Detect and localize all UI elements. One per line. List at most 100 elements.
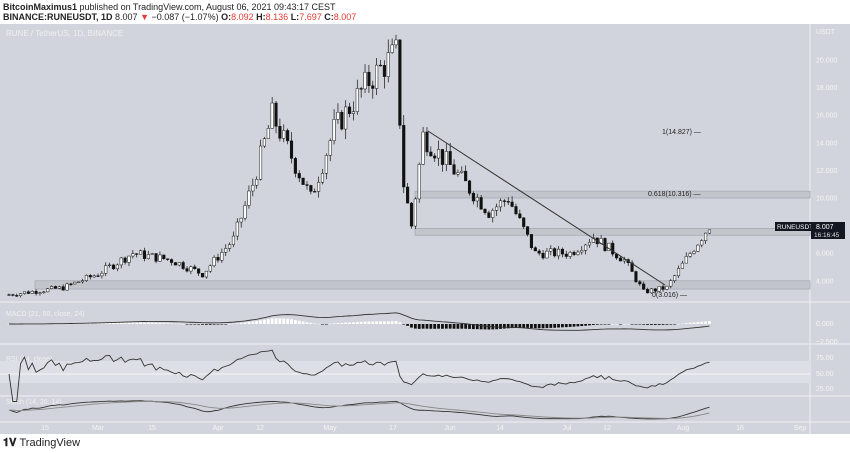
macd-histogram-bar <box>588 324 591 326</box>
candle <box>467 180 472 194</box>
macd-histogram-bar <box>603 324 607 325</box>
macd-histogram-bar <box>363 321 367 324</box>
candle <box>111 264 116 270</box>
candle <box>274 102 278 127</box>
macd-histogram-bar <box>170 323 173 324</box>
macd-histogram-bar <box>321 324 324 325</box>
macd-histogram-bar <box>146 322 150 324</box>
candle <box>197 268 201 274</box>
candle <box>243 205 247 219</box>
macd-histogram-bar <box>332 323 336 324</box>
macd-histogram-bar <box>502 324 506 329</box>
macd-histogram-bar <box>340 322 344 324</box>
candle <box>634 271 638 282</box>
support-resistance-zone <box>34 280 811 290</box>
macd-histogram-bar <box>371 321 375 324</box>
candle <box>359 88 363 90</box>
macd-histogram-bar <box>661 324 665 325</box>
candle <box>653 288 657 292</box>
candle <box>22 291 27 294</box>
macd-histogram-bar <box>437 324 440 329</box>
macd-histogram-bar <box>286 318 290 324</box>
candle <box>239 217 243 223</box>
candle <box>680 262 684 269</box>
candle <box>452 164 456 175</box>
macd-histogram-bar <box>123 322 127 324</box>
trendline[interactable] <box>427 130 666 286</box>
macd-histogram-bar <box>684 323 688 324</box>
last-price-label: RUNEUSDT 8.007 16:16:45 <box>775 222 845 239</box>
open: 8.092 <box>231 12 254 22</box>
macd-histogram-bar <box>266 319 270 324</box>
macd-histogram-bar <box>259 320 262 324</box>
candle <box>495 206 499 211</box>
candle <box>69 283 73 285</box>
tradingview-logo[interactable]: 𝟏𝐕 TradingView <box>3 437 80 450</box>
macd-histogram-bar <box>619 324 622 325</box>
macd-histogram-bar <box>464 324 468 329</box>
candle <box>7 294 11 296</box>
macd-histogram-bar <box>483 324 487 330</box>
candle <box>382 65 386 77</box>
macd-histogram-bar <box>595 324 599 325</box>
candle <box>38 292 42 294</box>
candle <box>150 253 154 255</box>
macd-histogram-bar <box>518 324 522 328</box>
candle <box>386 52 390 77</box>
macd-histogram-bar <box>247 321 251 324</box>
author[interactable]: BitcoinMaximus1 <box>3 2 78 12</box>
macd-histogram-bar <box>139 322 142 324</box>
macd-histogram-bar <box>580 324 584 327</box>
candle <box>390 44 394 53</box>
macd-histogram-bar <box>704 321 707 324</box>
support-resistance-zone <box>414 190 811 199</box>
candle <box>224 248 228 253</box>
macd-histogram-bar <box>526 324 529 328</box>
candle <box>142 250 146 259</box>
macd-histogram-bar <box>425 324 429 329</box>
candle <box>19 293 23 297</box>
candle <box>355 88 359 112</box>
candle <box>607 242 611 251</box>
macd-histogram-bar <box>541 324 545 329</box>
macd-histogram-bar <box>177 323 181 325</box>
candle <box>189 266 193 272</box>
close: 8.007 <box>333 12 357 22</box>
candle <box>661 286 665 290</box>
candle <box>429 151 433 157</box>
candle <box>61 286 65 291</box>
macd-histogram-bar <box>669 324 673 325</box>
candle <box>212 257 216 267</box>
macd-histogram-bar <box>406 324 410 326</box>
price-tick: 14.000 <box>816 140 838 147</box>
macd-histogram-bar <box>150 322 154 324</box>
macd-histogram-bar <box>115 322 119 324</box>
macd-histogram-bar <box>96 323 100 324</box>
macd-histogram-bar <box>359 321 363 324</box>
candle <box>587 242 592 246</box>
footer-text: TradingView <box>19 437 81 449</box>
price-chart[interactable]: RUNE / TetherUS, 1D, BINANCE USDT 20.000… <box>0 24 850 434</box>
candle <box>46 288 50 293</box>
macd-histogram-bar <box>441 324 444 329</box>
time-tick: Apr <box>213 425 225 432</box>
macd-histogram-bar <box>119 322 123 324</box>
candle <box>127 255 131 263</box>
price-label-symbol: RUNEUSDT <box>777 224 813 231</box>
price-tick: 18.000 <box>816 85 838 92</box>
macd-histogram-bar <box>278 318 282 324</box>
candle <box>30 291 34 294</box>
candle <box>173 262 177 266</box>
candle <box>235 221 239 237</box>
candle <box>669 280 673 287</box>
candle <box>692 251 696 254</box>
macd-histogram-bar <box>263 319 266 324</box>
macd-histogram-bar <box>135 322 139 324</box>
candle <box>371 85 375 89</box>
macd-histogram-bar <box>274 318 278 324</box>
candle <box>564 253 568 257</box>
candle <box>642 283 646 290</box>
macd-histogram-bar <box>197 324 201 325</box>
rsi-band <box>0 361 810 383</box>
macd-histogram-bar <box>398 322 402 324</box>
